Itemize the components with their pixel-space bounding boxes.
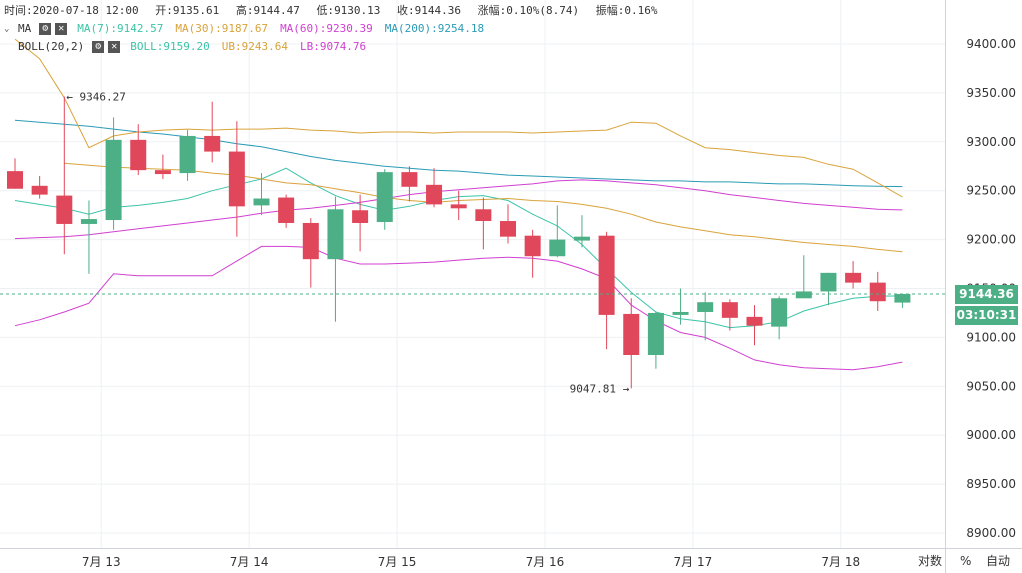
y-tick-label: 9350.00	[966, 86, 1016, 100]
candle-body	[327, 209, 344, 260]
low-label: 低:	[316, 4, 335, 17]
change-label: 涨幅:	[477, 4, 507, 17]
high-value: 9144.47	[253, 4, 300, 17]
candle-body	[746, 316, 763, 326]
candle-body	[500, 221, 516, 237]
candle-body	[475, 209, 492, 222]
low-value: 9130.13	[334, 4, 381, 17]
y-tick-label: 9000.00	[966, 428, 1016, 442]
boll-ub-value: UB:9243.64	[221, 40, 288, 53]
candle-body	[869, 282, 886, 302]
boll-mid-value: BOLL:9159.20	[130, 40, 210, 53]
candle-body	[795, 291, 812, 299]
current-price-tag: 9144.36	[955, 285, 1018, 304]
ma-indicator-row: ⌄ MA ⚙ ✕ MA(7):9142.57 MA(30):9187.67 MA…	[4, 21, 490, 37]
amplitude-value: 0.16%	[624, 4, 658, 17]
candle-body	[253, 198, 270, 206]
candle-body	[845, 272, 862, 283]
x-tick-label: 7月 17	[674, 555, 713, 569]
candle-body	[302, 222, 319, 260]
ma-settings-gear-icon[interactable]: ⚙	[39, 23, 52, 35]
ma-indicator-name: MA	[18, 22, 32, 35]
candle-body	[204, 135, 221, 152]
collapse-caret-icon[interactable]: ⌄	[4, 24, 10, 34]
boll-close-icon[interactable]: ✕	[108, 41, 121, 53]
candle-body	[623, 313, 640, 356]
high-label: 高:	[235, 4, 254, 17]
candle-body	[573, 236, 590, 241]
ma30-value: MA(30):9187.67	[175, 22, 269, 35]
candle-body	[721, 302, 738, 318]
ma7-value: MA(7):9142.57	[77, 22, 164, 35]
high-annotation: ← 9346.27	[66, 91, 126, 104]
candle-body	[105, 139, 122, 221]
candle-body	[771, 298, 788, 327]
boll-indicator-name: BOLL(20,2)	[18, 40, 85, 53]
auto-scale-button[interactable]: 自动	[986, 554, 1011, 568]
x-tick-label: 7月 16	[526, 555, 565, 569]
candle-body	[376, 172, 393, 222]
y-tick-label: 9050.00	[966, 379, 1016, 393]
candle-body	[130, 139, 147, 171]
candle-body	[56, 195, 73, 224]
candle-body	[154, 170, 171, 175]
candle-body	[7, 171, 23, 189]
series-ma200	[14, 119, 903, 188]
open-label: 开:	[155, 4, 173, 17]
series-ma60	[14, 179, 903, 240]
percent-scale-button[interactable]: %	[960, 554, 972, 568]
log-scale-button[interactable]: 对数	[918, 554, 943, 568]
ma-close-icon[interactable]: ✕	[55, 23, 68, 35]
candle-body	[697, 302, 714, 312]
candle-body	[524, 235, 541, 257]
change-value: 0.10%(8.74)	[506, 4, 580, 17]
close-label: 收:	[397, 4, 415, 17]
amplitude-label: 振幅:	[595, 4, 625, 17]
x-tick-label: 7月 14	[230, 555, 269, 569]
candle-body	[450, 204, 467, 209]
x-tick-label: 7月 13	[82, 555, 121, 569]
boll-indicator-row: BOLL(20,2) ⚙ ✕ BOLL:9159.20 UB:9243.64 L…	[4, 39, 372, 55]
candle-body	[228, 151, 245, 207]
low-annotation: 9047.81 →	[570, 382, 630, 395]
candle-body	[179, 135, 196, 174]
ohlc-info-bar: 时间:2020-07-18 12:00 开:9135.61 高:9144.47 …	[4, 3, 668, 19]
candle-body	[352, 210, 369, 223]
x-tick-label: 7月 15	[378, 555, 417, 569]
candle-body	[426, 184, 443, 205]
candle-body	[278, 197, 295, 223]
y-tick-label: 9250.00	[966, 184, 1016, 198]
chart-grid	[0, 0, 945, 548]
candle-body	[80, 219, 97, 224]
boll-settings-gear-icon[interactable]: ⚙	[92, 41, 105, 53]
y-tick-label: 9200.00	[966, 233, 1016, 247]
candle-body	[672, 311, 689, 315]
candle-body	[598, 235, 615, 315]
candle-body	[647, 312, 664, 356]
candle-body	[401, 172, 418, 187]
y-tick-label: 8900.00	[966, 526, 1016, 540]
x-tick-label: 7月 18	[821, 555, 860, 569]
boll-lb-value: LB:9074.76	[299, 40, 367, 53]
y-tick-label: 9400.00	[966, 37, 1016, 51]
ma200-value: MA(200):9254.18	[384, 22, 485, 35]
candle-body	[820, 272, 837, 292]
series-ub	[14, 38, 903, 198]
series-lb	[14, 245, 903, 371]
y-tick-label: 9300.00	[966, 135, 1016, 149]
close-value: 9144.36	[414, 4, 462, 17]
countdown-tag: 03:10:31	[955, 306, 1018, 325]
candle-body	[894, 294, 911, 303]
open-value: 9135.61	[172, 4, 220, 17]
candle-body	[31, 185, 48, 195]
time-value: 2020-07-18 12:00	[32, 4, 139, 17]
y-tick-label: 9100.00	[966, 330, 1016, 344]
ma60-value: MA(60):9230.39	[280, 22, 373, 35]
candlesticks	[7, 96, 911, 389]
candle-body	[549, 239, 566, 257]
time-label: 时间:	[4, 4, 33, 17]
y-tick-label: 8950.00	[966, 477, 1016, 491]
